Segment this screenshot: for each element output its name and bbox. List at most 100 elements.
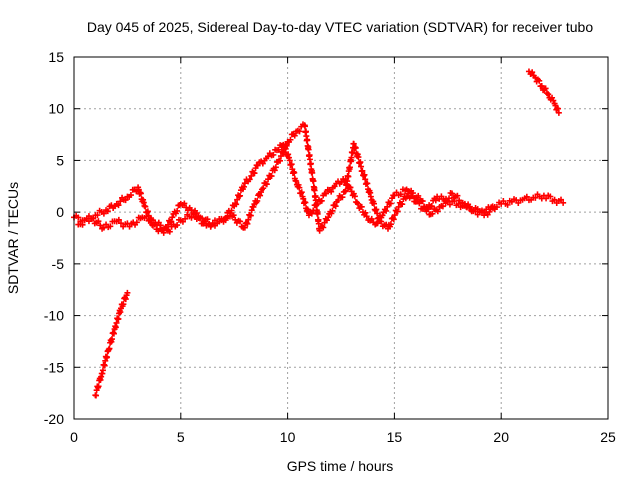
data-point	[115, 315, 122, 322]
data-point	[302, 123, 309, 130]
data-point	[384, 203, 391, 210]
data-point	[305, 146, 312, 153]
data-point	[237, 192, 244, 199]
data-point	[117, 220, 124, 227]
data-point	[536, 77, 543, 84]
data-point	[355, 200, 362, 207]
data-point	[277, 157, 284, 164]
data-point	[323, 190, 330, 197]
data-point	[403, 193, 410, 200]
data-point	[106, 345, 113, 352]
data-point	[181, 200, 188, 207]
x-tick-label: 5	[177, 429, 185, 445]
data-point	[197, 215, 204, 222]
data-point	[288, 161, 295, 168]
data-point	[347, 184, 354, 191]
axis-ticks: 0 5 10 15 20 25 -20 -15 -10 -5 0 5 10 15	[44, 49, 616, 445]
data-point	[397, 191, 404, 198]
data-point	[287, 136, 294, 143]
x-tick-label: 15	[387, 429, 403, 445]
data-point	[251, 170, 258, 177]
data-point	[472, 208, 479, 215]
data-point	[174, 222, 181, 229]
data-point	[283, 142, 290, 149]
data-point	[248, 207, 255, 214]
data-point	[79, 221, 86, 228]
data-point	[394, 208, 401, 215]
data-point	[122, 296, 129, 303]
data-point	[325, 214, 332, 221]
data-point	[109, 336, 116, 343]
data-point	[387, 221, 394, 228]
data-point	[547, 193, 554, 200]
data-point	[89, 215, 96, 222]
data-point	[446, 201, 453, 208]
data-point	[538, 82, 545, 89]
data-point	[352, 144, 359, 151]
x-tick-label: 10	[280, 429, 296, 445]
y-tick-label: 5	[56, 152, 64, 168]
data-point	[529, 69, 536, 76]
data-point	[228, 207, 235, 214]
data-point	[374, 210, 381, 217]
data-point	[339, 194, 346, 201]
x-tick-label: 0	[70, 429, 78, 445]
data-point	[558, 196, 565, 203]
data-point	[351, 193, 358, 200]
data-point	[144, 208, 151, 215]
data-point	[117, 198, 124, 205]
data-point	[95, 383, 102, 390]
data-point	[434, 208, 441, 215]
data-point	[362, 209, 369, 216]
y-tick-label: 0	[56, 204, 64, 220]
y-tick-label: -15	[44, 359, 64, 375]
data-point	[415, 192, 422, 199]
x-tick-label: 20	[493, 429, 509, 445]
data-point	[75, 214, 82, 221]
data-point	[425, 206, 432, 213]
data-point	[298, 189, 305, 196]
data-point	[271, 167, 278, 174]
data-point	[409, 190, 416, 197]
data-point	[237, 218, 244, 225]
data-point	[254, 197, 261, 204]
data-point	[95, 218, 102, 225]
data-point	[429, 210, 436, 217]
data-point	[439, 203, 446, 210]
chart-title: Day 045 of 2025, Sidereal Day-to-day VTE…	[87, 19, 594, 35]
data-point	[182, 215, 189, 222]
data-point	[345, 173, 352, 180]
data-point	[387, 200, 394, 207]
data-point	[241, 180, 248, 187]
data-point	[250, 203, 257, 210]
data-point	[296, 128, 303, 135]
data-point	[555, 109, 562, 116]
data-point	[555, 105, 562, 112]
data-point	[383, 207, 390, 214]
data-point	[207, 223, 214, 230]
data-point	[285, 151, 292, 158]
data-point	[316, 227, 323, 234]
data-point	[296, 184, 303, 191]
data-point	[163, 224, 170, 231]
data-point	[308, 210, 315, 217]
data-point	[259, 160, 266, 167]
data-point	[275, 146, 282, 153]
data-point	[246, 176, 253, 183]
data-point	[270, 151, 277, 158]
series-segment-3	[75, 121, 498, 235]
data-point	[390, 216, 397, 223]
plot-frame	[73, 56, 609, 420]
data-point	[346, 164, 353, 171]
data-point	[94, 212, 101, 219]
data-point	[230, 212, 237, 219]
data-point	[137, 190, 144, 197]
y-tick-label: -10	[44, 308, 64, 324]
data-point	[120, 301, 127, 308]
data-point	[277, 153, 284, 160]
data-point	[364, 180, 371, 187]
data-point	[329, 207, 336, 214]
data-point	[104, 354, 111, 361]
data-point	[115, 202, 122, 209]
data-point	[244, 220, 251, 227]
